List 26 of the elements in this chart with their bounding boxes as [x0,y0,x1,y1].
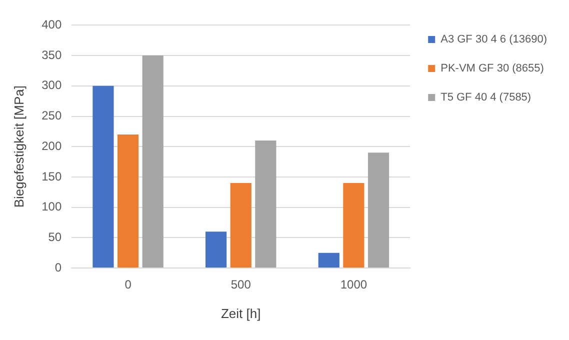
y-tick-label: 150 [42,169,62,184]
y-tick-label: 100 [42,200,62,214]
bar [343,183,364,268]
legend-label: A3 GF 30 4 6 (13690) [440,34,548,46]
x-tick-label: 1000 [340,278,368,292]
legend-label: PK-VM GF 30 (8655) [440,62,544,75]
y-tick-label: 400 [42,18,62,32]
y-tick-label: 250 [42,108,62,123]
bar [142,56,164,268]
y-axis-title: Biegefestigkeit [MPa] [11,86,26,208]
x-axis-title: Zeit [h] [220,306,261,321]
legend-label: T5 GF 40 4 (7585) [440,92,532,104]
bar [92,86,114,268]
x-tick-label: 500 [230,278,252,292]
bar [230,183,252,268]
y-tick-label: 200 [42,138,62,153]
y-tick-label: 350 [42,48,62,62]
bar [368,152,390,268]
y-tick-label: 50 [48,230,62,244]
bar [205,232,227,268]
bar [318,252,340,268]
bar [255,140,276,268]
x-tick-label: 0 [124,278,132,292]
y-tick-label: 0 [54,260,62,274]
bar [117,134,139,268]
y-tick-label: 300 [42,78,62,92]
